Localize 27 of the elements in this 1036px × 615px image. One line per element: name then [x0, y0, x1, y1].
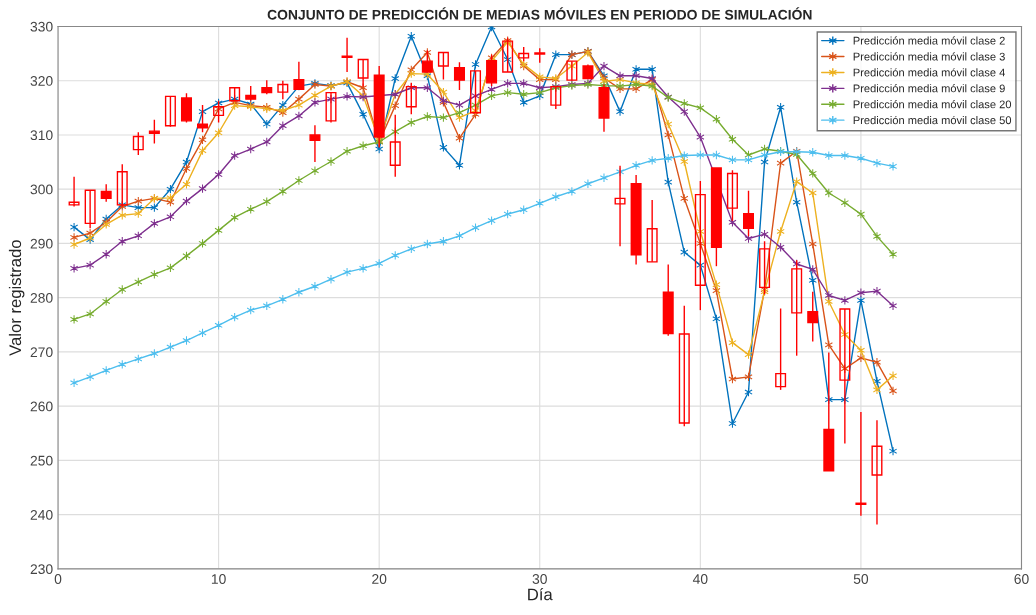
- x-tick-label: 20: [372, 574, 387, 584]
- y-tick-label: 300: [30, 184, 53, 195]
- x-tick-label: 10: [211, 574, 226, 584]
- x-tick-label: 40: [692, 574, 708, 584]
- legend-label: Predicción media móvil clase 20: [853, 99, 1012, 109]
- y-tick-label: 290: [30, 238, 53, 249]
- y-tick-label: 270: [30, 347, 53, 358]
- y-tick-label: 310: [30, 130, 53, 141]
- x-axis-title: Día: [528, 587, 553, 601]
- y-tick-label: 230: [30, 564, 53, 575]
- legend-label: Predicción media móvil clase 4: [853, 68, 1005, 77]
- y-tick-label: 250: [30, 455, 53, 466]
- y-tick-label: 320: [30, 76, 53, 86]
- y-tick-label: 280: [30, 292, 53, 303]
- legend-label: Predicción media móvil clase 2: [853, 36, 1005, 45]
- y-tick-label: 240: [30, 509, 53, 520]
- y-tick-label: 330: [30, 21, 53, 32]
- chart-title: CONJUNTO DE PREDICCIÓN DE MEDIAS MÓVILES EN PERIODO DE SIMULACIÓN: [267, 7, 812, 20]
- legend-label: Predicción media móvil clase 50: [853, 115, 1012, 125]
- x-tick-label: 30: [532, 574, 547, 584]
- x-tick-label: 0: [54, 574, 62, 584]
- legend-label: Predicción media móvil clase 3: [853, 52, 1005, 61]
- x-tick-label: 50: [853, 574, 869, 584]
- y-tick-label: 260: [30, 401, 53, 412]
- legend-label: Predicción media móvil clase 9: [853, 84, 1005, 93]
- x-tick-label: 60: [1014, 574, 1029, 584]
- y-axis-title: Valor registrado: [8, 240, 25, 356]
